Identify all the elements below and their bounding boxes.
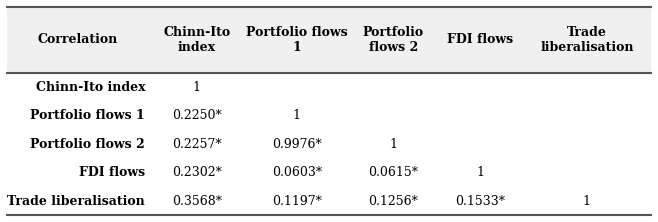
Text: 0.2250*: 0.2250* <box>172 109 222 122</box>
Text: Trade liberalisation: Trade liberalisation <box>7 195 145 208</box>
Bar <box>7 73 651 102</box>
Bar <box>7 187 651 215</box>
Text: Portfolio flows
1: Portfolio flows 1 <box>246 26 347 54</box>
Text: Chinn-Ito
index: Chinn-Ito index <box>163 26 230 54</box>
Text: 0.0603*: 0.0603* <box>272 166 322 179</box>
Bar <box>7 159 651 187</box>
Text: Correlation: Correlation <box>38 34 118 46</box>
Text: 1: 1 <box>193 81 201 94</box>
Text: 1: 1 <box>583 195 591 208</box>
Text: FDI flows: FDI flows <box>447 34 514 46</box>
Text: 1: 1 <box>476 166 484 179</box>
Text: 0.1256*: 0.1256* <box>368 195 418 208</box>
Bar <box>7 7 651 73</box>
Bar <box>7 102 651 130</box>
Text: 0.3568*: 0.3568* <box>172 195 222 208</box>
Text: 0.0615*: 0.0615* <box>368 166 418 179</box>
Text: FDI flows: FDI flows <box>79 166 145 179</box>
Text: 0.2302*: 0.2302* <box>172 166 222 179</box>
Bar <box>7 130 651 159</box>
Text: Trade
liberalisation: Trade liberalisation <box>540 26 634 54</box>
Text: 0.9976*: 0.9976* <box>272 138 322 151</box>
Text: Portfolio
flows 2: Portfolio flows 2 <box>363 26 424 54</box>
Text: 0.1197*: 0.1197* <box>272 195 322 208</box>
Text: Portfolio flows 2: Portfolio flows 2 <box>30 138 145 151</box>
Text: Chinn-Ito index: Chinn-Ito index <box>36 81 145 94</box>
Text: 0.1533*: 0.1533* <box>455 195 505 208</box>
Text: Portfolio flows 1: Portfolio flows 1 <box>30 109 145 122</box>
Text: 1: 1 <box>390 138 397 151</box>
Text: 1: 1 <box>293 109 301 122</box>
Text: 0.2257*: 0.2257* <box>172 138 222 151</box>
